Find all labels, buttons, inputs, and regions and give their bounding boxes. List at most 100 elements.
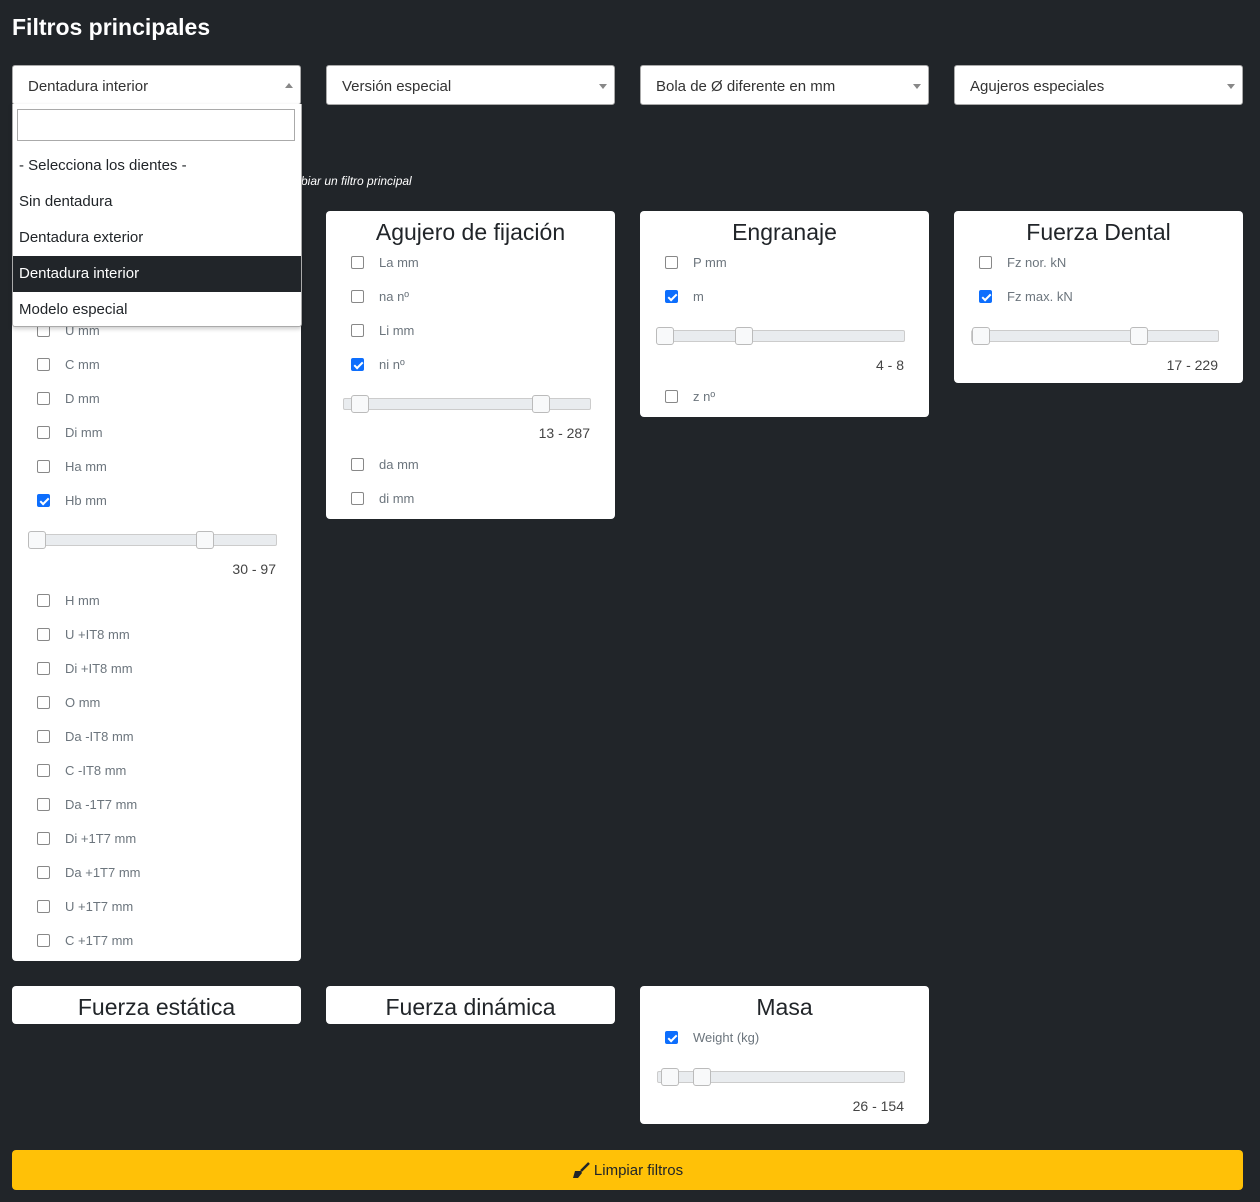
dropdown-option[interactable]: Dentadura interior xyxy=(13,256,301,292)
filter-label: U +IT8 mm xyxy=(65,627,130,642)
range-text: 26 - 154 xyxy=(852,1098,904,1114)
card-title: Agujero de fijación xyxy=(375,219,566,245)
slider-handle[interactable] xyxy=(28,531,46,549)
checkbox[interactable] xyxy=(351,324,364,337)
filter-card: Engranaje P mm m 4 - 8 z nº xyxy=(640,211,929,417)
range-slider: 17 - 229 xyxy=(954,314,1243,380)
caret xyxy=(599,84,607,89)
dropdown-option[interactable]: Dentadura exterior xyxy=(19,229,144,246)
slider-track xyxy=(343,398,591,410)
slider-handle[interactable] xyxy=(972,327,990,345)
filter-label: C +1T7 mm xyxy=(65,933,134,948)
select[interactable]: Versión especial xyxy=(326,65,615,105)
checkbox[interactable] xyxy=(665,390,678,403)
slider-handle[interactable] xyxy=(196,531,214,549)
checkbox[interactable] xyxy=(979,256,992,269)
slider-handle[interactable] xyxy=(693,1068,711,1086)
checkbox[interactable] xyxy=(351,458,364,471)
filter-item: Di +1T7 mm xyxy=(12,822,301,856)
select[interactable]: Dentadura interior xyxy=(12,65,301,105)
slider-handle[interactable] xyxy=(656,327,674,345)
checkbox[interactable] xyxy=(351,256,364,269)
filter-label: Da +1T7 mm xyxy=(65,865,141,880)
filter-item: Di +IT8 mm xyxy=(12,652,301,686)
range-slider: 13 - 287 xyxy=(326,382,615,448)
select-value: Bola de Ø diferente en mm xyxy=(656,78,836,95)
checkbox[interactable] xyxy=(665,256,678,269)
filter-item: m xyxy=(640,280,929,314)
dropdown-option[interactable]: Sin dentadura xyxy=(19,193,113,210)
range-slider: 4 - 8 xyxy=(640,314,929,380)
range-text: 13 - 287 xyxy=(538,425,590,441)
checkbox[interactable] xyxy=(351,492,364,505)
filter-item: Ha mm xyxy=(12,450,301,484)
checkbox[interactable] xyxy=(37,358,50,371)
checkbox[interactable] xyxy=(37,494,50,507)
slider-handle[interactable] xyxy=(661,1068,679,1086)
filter-label: Hb mm xyxy=(65,493,107,508)
slider-handle[interactable] xyxy=(1130,327,1148,345)
checkbox[interactable] xyxy=(37,798,50,811)
search-input[interactable] xyxy=(17,109,295,141)
slider-handle[interactable] xyxy=(735,327,753,345)
page-title: Filtros principales xyxy=(12,14,211,40)
checkbox[interactable] xyxy=(37,594,50,607)
checkbox[interactable] xyxy=(37,866,50,879)
filter-item: ni nº xyxy=(326,348,615,382)
slider-handle[interactable] xyxy=(351,395,369,413)
slider-handle[interactable] xyxy=(532,395,550,413)
checkbox[interactable] xyxy=(37,730,50,743)
checkbox[interactable] xyxy=(351,290,364,303)
filter-label: da mm xyxy=(379,457,419,472)
range-slider: 30 - 97 xyxy=(12,518,301,584)
filter-card: Fuerza dinámica xyxy=(326,986,615,1024)
checkbox[interactable] xyxy=(979,290,992,303)
filter-card: Fuerza estática xyxy=(12,986,301,1024)
checkbox[interactable] xyxy=(37,934,50,947)
card-title: Fuerza Dental xyxy=(1026,219,1171,245)
dropdown-option[interactable]: Modelo especial xyxy=(19,301,128,318)
checkbox[interactable] xyxy=(37,764,50,777)
filter-label: m xyxy=(693,289,704,304)
checkbox[interactable] xyxy=(37,832,50,845)
checkbox[interactable] xyxy=(37,460,50,473)
filter-label: ni nº xyxy=(379,357,405,372)
filter-label: D mm xyxy=(65,391,100,406)
filter-card: Fuerza Dental Fz nor. kN Fz max. kN 17 - 22… xyxy=(954,211,1243,383)
filter-label: Di mm xyxy=(65,425,103,440)
filter-item: H mm xyxy=(12,584,301,618)
filter-item: di mm xyxy=(326,482,615,516)
caret xyxy=(285,83,293,88)
clear-button[interactable]: Limpiar filtros xyxy=(12,1150,1243,1190)
filter-label: C -IT8 mm xyxy=(65,763,127,778)
filter-label: La mm xyxy=(379,255,419,270)
filter-item: C +1T7 mm xyxy=(12,924,301,958)
select[interactable]: Agujeros especiales xyxy=(954,65,1243,105)
slider-track xyxy=(29,534,277,546)
filter-item: U +IT8 mm xyxy=(12,618,301,652)
filter-item: Weight (kg) xyxy=(640,1021,929,1055)
filter-item: La mm xyxy=(326,246,615,280)
checkbox[interactable] xyxy=(37,662,50,675)
checkbox[interactable] xyxy=(37,426,50,439)
checkbox[interactable] xyxy=(351,358,364,371)
checkbox[interactable] xyxy=(37,392,50,405)
dropdown-option[interactable]: - Selecciona los dientes - xyxy=(19,157,187,174)
checkbox[interactable] xyxy=(665,1031,678,1044)
card-title: Engranaje xyxy=(732,219,837,245)
checkbox[interactable] xyxy=(37,696,50,709)
filter-item: na nº xyxy=(326,280,615,314)
slider-track xyxy=(971,330,1219,342)
checkbox[interactable] xyxy=(665,290,678,303)
filter-label: Fz nor. kN xyxy=(1007,255,1067,270)
checkbox[interactable] xyxy=(37,900,50,913)
filter-item: Da +1T7 mm xyxy=(12,856,301,890)
filter-card: Agujero de fijación La mm na nº Li mm ni nº 1… xyxy=(326,211,615,519)
button-label: Limpiar filtros xyxy=(593,1162,684,1179)
checkbox[interactable] xyxy=(37,628,50,641)
filter-label: U +1T7 mm xyxy=(65,899,134,914)
caret xyxy=(913,84,921,89)
filter-label: H mm xyxy=(65,593,100,608)
select[interactable]: Bola de Ø diferente en mm xyxy=(640,65,929,105)
